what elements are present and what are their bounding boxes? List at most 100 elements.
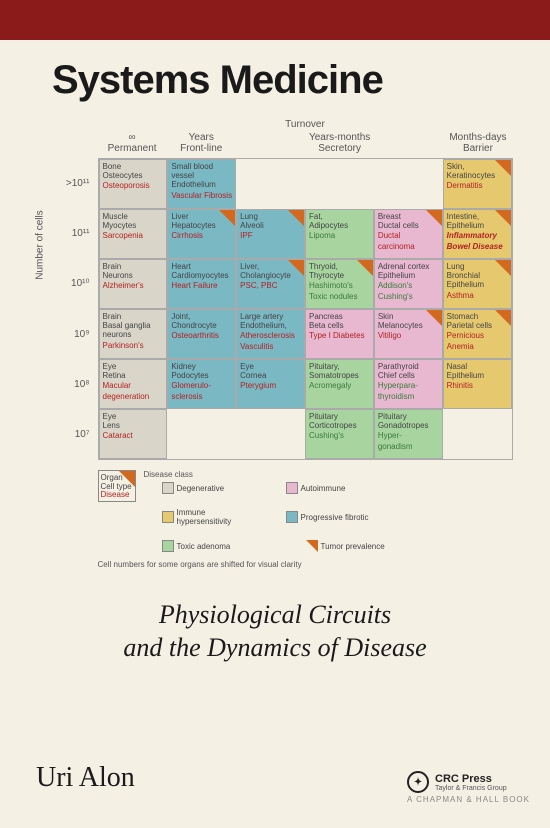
empty-cell	[167, 409, 236, 459]
cell-disease: Vasculitis	[240, 342, 301, 351]
cell-organ: Epithelium	[378, 271, 439, 280]
cell-disease: Rhinitis	[447, 381, 508, 390]
empty-cell	[236, 409, 305, 459]
cell-disease: Hyper-	[378, 431, 439, 440]
chart-cell: Intestine,EpitheliumInflammatoryBowel Di…	[443, 209, 512, 259]
cell-disease: Inflammatory	[447, 231, 508, 240]
cell-organ: Heart	[171, 262, 232, 271]
cell-organ: Pituitary,	[309, 362, 370, 371]
cell-disease: thyroidism	[378, 392, 439, 401]
column-headers: ∞PermanentYearsFront-lineYears-monthsSec…	[98, 132, 513, 154]
cell-disease: Heart Failure	[171, 281, 232, 290]
legend-item: Immunehypersensitivity	[162, 508, 272, 526]
empty-cell	[236, 159, 305, 209]
cell-organ: Corticotropes	[309, 421, 370, 430]
y-tick: 10⁸	[50, 359, 90, 409]
cell-disease: Addison's	[378, 281, 439, 290]
cell-disease: Dermatitis	[447, 181, 508, 190]
cell-organ: Epithelium	[447, 371, 508, 380]
cell-organ: Lens	[103, 421, 164, 430]
cell-organ: Endothelium,	[240, 321, 301, 330]
legend-item: Toxic adenoma	[162, 540, 292, 552]
chart-cell: KidneyPodocytesGlomerulo-sclerosis	[167, 359, 236, 409]
author-name: Uri Alon	[36, 762, 135, 794]
publisher-name: CRC Press	[435, 773, 507, 785]
book-subtitle: Physiological Circuits and the Dynamics …	[0, 599, 550, 664]
swatch-box	[162, 540, 174, 552]
cell-disease: gonadism	[378, 442, 439, 451]
cell-organ: Kidney	[171, 362, 232, 371]
cell-disease: Atherosclerosis	[240, 331, 301, 340]
publisher-book: A CHAPMAN & HALL BOOK	[407, 795, 530, 804]
swatch-box	[162, 482, 174, 494]
empty-cell	[443, 409, 512, 459]
chart-cell: NasalEpitheliumRhinitis	[443, 359, 512, 409]
cell-organ: Podocytes	[171, 371, 232, 380]
swatch-box	[162, 511, 174, 523]
cell-disease: Pernicious	[447, 331, 508, 340]
chart-cell: Pituitary,SomatotropesAcromegaly	[305, 359, 374, 409]
column-header	[374, 132, 443, 154]
cell-organ: Eye	[103, 362, 164, 371]
chart-cell: EyeRetinaMaculardegeneration	[99, 359, 168, 409]
tumor-triangle-icon	[426, 310, 442, 326]
chart-cell: BrainNeuronsAlzheimer's	[99, 259, 168, 309]
cell-disease: PSC, PBC	[240, 281, 301, 290]
cell-organ: Osteocytes	[103, 171, 164, 180]
turnover-label: Turnover	[98, 119, 513, 130]
cell-organ: Eye	[240, 362, 301, 371]
cell-organ: Brain	[103, 312, 164, 321]
chart-cell: Small bloodvesselEndotheliumVascular Fib…	[167, 159, 236, 209]
chart-cell: Thryoid,ThyrocyteHashimoto'sToxic nodule…	[305, 259, 374, 309]
chart-cell: StomachParietal cellsPerniciousAnemia	[443, 309, 512, 359]
cell-disease: Glomerulo-	[171, 381, 232, 390]
empty-cell	[374, 159, 443, 209]
column-header: Months-daysBarrier	[443, 132, 512, 154]
tumor-triangle-icon	[306, 540, 318, 552]
swatch-box	[286, 511, 298, 523]
cell-organ: Bone	[103, 162, 164, 171]
cell-organ: Joint,	[171, 312, 232, 321]
chart-cell: PancreasBeta cellsType I Diabetes	[305, 309, 374, 359]
cell-disease: Anemia	[447, 342, 508, 351]
cell-disease: Vascular Fibrosis	[171, 191, 232, 200]
y-tick: 10⁹	[50, 309, 90, 359]
chart-cell: ParathyroidChief cellsHyperpara-thyroidi…	[374, 359, 443, 409]
cell-organ: Eye	[103, 412, 164, 421]
cell-organ: Pituitary	[378, 412, 439, 421]
cell-disease: Cushing's	[378, 292, 439, 301]
cell-disease: sclerosis	[171, 392, 232, 401]
cell-organ: Retina	[103, 371, 164, 380]
cell-organ: Cardiomyocytes	[171, 271, 232, 280]
legend-item: Tumor prevalence	[306, 540, 436, 552]
cell-organ: neurons	[103, 330, 164, 339]
cell-disease: Cataract	[103, 431, 164, 440]
chart-cell: PituitaryCorticotropesCushing's	[305, 409, 374, 459]
tumor-triangle-icon	[288, 260, 304, 276]
cell-organ: Endothelium	[171, 180, 232, 189]
cell-organ: Adrenal cortex	[378, 262, 439, 271]
cell-disease: Parkinson's	[103, 341, 164, 350]
y-axis-label: Number of cells	[34, 210, 45, 279]
swatch-box	[286, 482, 298, 494]
chart-cell: BrainBasal ganglianeuronsParkinson's	[99, 309, 168, 359]
cell-organ: Muscle	[103, 212, 164, 221]
chart-cell: Liver,CholangiocytePSC, PBC	[236, 259, 305, 309]
cell-organ: Adipocytes	[309, 221, 370, 230]
cell-organ: Myocytes	[103, 221, 164, 230]
column-header: Years-monthsSecretory	[305, 132, 374, 154]
crc-logo-icon: ✦	[407, 771, 429, 793]
cell-disease: IPF	[240, 231, 301, 240]
book-title: Systems Medicine	[0, 40, 550, 111]
publisher-block: ✦ CRC Press Taylor & Francis Group A CHA…	[407, 771, 530, 804]
y-tick: 10¹⁰	[50, 259, 90, 309]
cell-organ: Pancreas	[309, 312, 370, 321]
cell-disease: Pterygium	[240, 381, 301, 390]
tumor-triangle-icon	[495, 260, 511, 276]
cell-disease: Bowel Disease	[447, 242, 508, 251]
chart-cell: SkinMelanocytesVitiligo	[374, 309, 443, 359]
tumor-triangle-icon	[219, 210, 235, 226]
cell-organ: Large artery	[240, 312, 301, 321]
cell-organ: Fat,	[309, 212, 370, 221]
chart-note: Cell numbers for some organs are shifted…	[98, 560, 513, 569]
